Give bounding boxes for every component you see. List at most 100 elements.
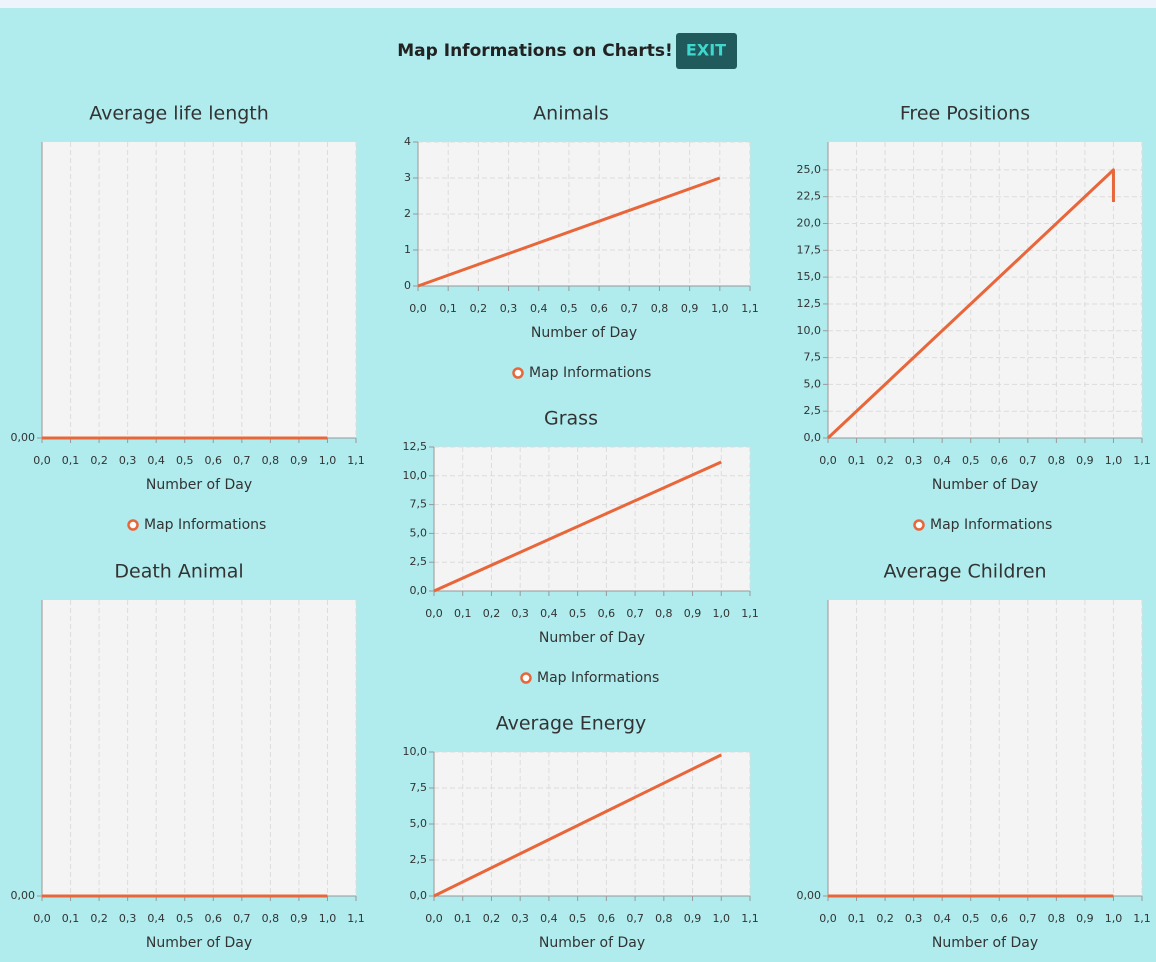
chart-title: Animals [533,103,609,125]
plot-area [828,600,1142,896]
y-tick-label: 17,5 [797,243,822,256]
x-tick-label: 0,1 [439,302,457,315]
x-tick-label: 0,2 [483,912,501,925]
y-tick-label: 3 [404,171,411,184]
y-tick-label: 0 [404,279,411,292]
x-tick-label: 0,9 [290,454,308,467]
x-tick-label: 0,1 [454,607,472,620]
exit-button-bg[interactable] [676,33,737,69]
y-tick-label: 0,00 [11,889,36,902]
x-tick-label: 0,2 [876,912,894,925]
chart-title: Death Animal [114,561,243,583]
x-tick-label: 0,3 [119,912,137,925]
x-tick-label: 0,2 [470,302,488,315]
y-tick-label: 7,5 [410,781,428,794]
chart-title: Average life length [89,103,269,125]
y-tick-label: 0,00 [11,431,36,444]
x-tick-label: 0,7 [233,454,251,467]
y-tick-label: 5,0 [410,817,428,830]
y-tick-label: 20,0 [797,217,822,230]
x-tick-label: 0,1 [62,454,80,467]
chart: Animals 0,0 0,1 0,2 0,3 0,4 0,5 0,6 0,7 0,8 0,9 1,0… [404,103,759,382]
x-tick-label: 0,4 [540,607,558,620]
legend-label: Map Informations [930,517,1052,533]
x-tick-label: 1,1 [741,912,759,925]
x-tick-label: 0,0 [409,302,427,315]
x-tick-label: 0,2 [90,454,108,467]
x-tick-label: 0,1 [62,912,80,925]
chart: Death Animal 0,0 0,1 0,2 0,3 0,4 0,5 0,6 0,7 0,8 0… [11,561,365,952]
x-tick-label: 0,1 [848,454,866,467]
y-tick-label: 2 [404,207,411,220]
x-tick-label: 0,0 [819,912,837,925]
x-tick-label: 1,0 [1105,912,1123,925]
x-tick-label: 0,5 [569,607,587,620]
y-tick-label: 0,0 [410,889,428,902]
x-tick-label: 0,0 [819,454,837,467]
x-axis-label: Number of Day [531,325,637,341]
y-tick-label: 4 [404,135,411,148]
x-tick-label: 0,2 [876,454,894,467]
y-tick-label: 12,5 [797,297,822,310]
y-tick-label: 10,0 [403,469,428,482]
chart: Grass 0,0 0,1 0,2 0,3 0,4 0,5 0,6 0,7 0,8 0,9 1,0 1,… [403,408,759,687]
x-tick-label: 0,4 [147,454,165,467]
x-tick-label: 0,9 [1076,912,1094,925]
plot-area [42,600,356,896]
x-tick-label: 0,7 [1019,454,1037,467]
x-tick-label: 0,3 [500,302,518,315]
x-axis-label: Number of Day [539,935,645,951]
x-tick-label: 0,7 [233,912,251,925]
x-tick-label: 0,1 [848,912,866,925]
x-tick-label: 0,6 [205,454,223,467]
chart-title: Average Energy [496,713,647,735]
x-tick-label: 0,5 [560,302,578,315]
y-tick-label: 2,5 [410,555,428,568]
x-tick-label: 0,1 [454,912,472,925]
legend-symbol [127,519,139,531]
y-tick-label: 0,0 [804,431,822,444]
x-tick-label: 0,0 [33,454,51,467]
chart: Average Energy 0,0 0,1 0,2 0,3 0,4 0,5 0,6 0,7 0,… [403,713,759,952]
x-tick-label: 0,8 [651,302,669,315]
chart: Average life length 0,0 0,1 0,2 0,3 0,4 0,5 0,6… [11,103,365,534]
x-tick-label: 0,5 [176,454,194,467]
x-tick-label: 1,1 [741,302,759,315]
chart: Average Children 0,0 0,1 0,2 0,3 0,4 0,5 0,6 0,7… [797,561,1151,952]
exit-button-label[interactable]: EXIT [686,41,726,60]
chart-title: Free Positions [900,103,1030,125]
x-tick-label: 0,9 [290,912,308,925]
x-tick-label: 0,6 [598,607,616,620]
legend-symbol [913,519,925,531]
x-tick-label: 0,6 [991,912,1009,925]
x-tick-label: 0,7 [626,607,644,620]
y-tick-label: 2,5 [804,404,822,417]
y-tick-label: 7,5 [804,351,822,364]
legend-label: Map Informations [537,670,659,686]
x-tick-label: 0,7 [621,302,639,315]
data-line [826,168,1115,440]
x-tick-label: 1,0 [319,454,337,467]
x-tick-label: 0,0 [33,912,51,925]
chart-title: Average Children [883,561,1046,583]
x-tick-label: 1,1 [1133,912,1151,925]
x-tick-label: 0,2 [90,912,108,925]
y-tick-label: 10,0 [797,324,822,337]
y-tick-label: 15,0 [797,270,822,283]
x-tick-label: 0,3 [119,454,137,467]
data-line [417,176,721,288]
y-tick-label: 25,0 [797,163,822,176]
x-tick-label: 0,3 [511,607,529,620]
y-tick-label: 5,0 [804,377,822,390]
top-strip [0,0,1156,8]
y-tick-label: 5,0 [410,526,428,539]
x-tick-label: 0,4 [933,912,951,925]
x-tick-label: 1,0 [711,302,729,315]
x-tick-label: 0,0 [425,912,443,925]
x-tick-label: 1,0 [1105,454,1123,467]
x-tick-label: 0,3 [905,912,923,925]
exit-button[interactable]: EXIT [676,33,737,69]
x-tick-label: 0,9 [1076,454,1094,467]
x-tick-label: 0,4 [530,302,548,315]
x-tick-label: 0,9 [681,302,699,315]
